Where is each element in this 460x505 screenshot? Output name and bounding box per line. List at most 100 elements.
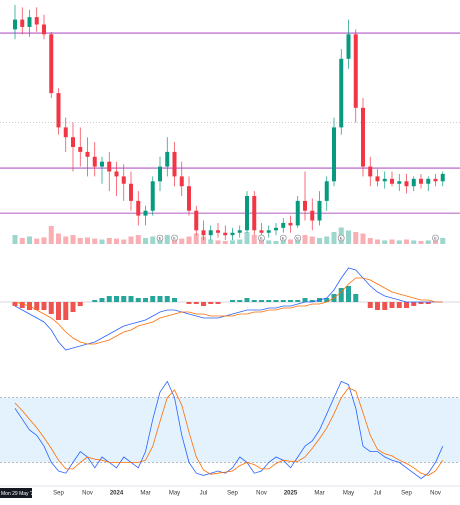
candle-body (179, 176, 184, 187)
candle-body (172, 151, 177, 177)
event-marker (258, 234, 265, 242)
volume-bar (121, 239, 127, 244)
candle-body (433, 178, 438, 182)
candle-body (92, 156, 97, 167)
volume-bar (201, 236, 206, 244)
candle-body (266, 230, 271, 233)
volume-bar (34, 238, 40, 244)
histogram-bar (106, 296, 112, 302)
candle-body (85, 151, 90, 157)
volume-bar (389, 239, 395, 244)
candle-body (187, 186, 191, 211)
histogram-bar (237, 300, 243, 302)
histogram-bar (309, 300, 315, 302)
candle-body (216, 230, 220, 233)
volume-bar (128, 236, 134, 244)
volume-bar (266, 240, 272, 244)
histogram-bar (41, 302, 47, 310)
volume-bar (135, 235, 141, 244)
histogram-bar (70, 302, 76, 312)
candle-body (56, 93, 61, 128)
volume-bar (425, 240, 431, 244)
histogram-bar (367, 302, 373, 308)
candle-body (27, 17, 32, 27)
candle-body (303, 200, 307, 211)
candle-body (346, 34, 351, 59)
volume-bar (353, 232, 359, 244)
candle-body (382, 178, 387, 182)
event-label: E (340, 236, 343, 241)
candle-body (34, 17, 39, 25)
histogram-bar (193, 302, 199, 304)
volume-bar (99, 239, 105, 244)
volume-bar (433, 241, 438, 244)
histogram-bar (150, 296, 156, 302)
indicator-line (14, 277, 443, 345)
x-tick-label: Sep (401, 491, 412, 497)
candle-body (368, 166, 373, 177)
histogram-bar (280, 300, 286, 302)
histogram-bar (375, 302, 380, 310)
histogram-bar (164, 296, 170, 302)
histogram-bar (404, 302, 409, 308)
candle-body (42, 24, 46, 35)
event-label: E (434, 236, 437, 241)
volume-bar (404, 239, 409, 244)
event-label: E (282, 236, 285, 241)
histogram-bar (418, 302, 424, 304)
histogram-bar (230, 300, 235, 302)
x-tick-label: Mon 29 May '23 (1, 491, 37, 497)
candle-body (78, 147, 83, 152)
candle-body (121, 176, 126, 184)
histogram-bar (63, 302, 69, 320)
volume-bar (70, 235, 76, 244)
candle-body (411, 178, 416, 187)
volume-bar (317, 238, 322, 244)
volume-bar (92, 238, 98, 244)
candle-body (194, 210, 199, 231)
histogram-bar (215, 302, 221, 304)
histogram-bar (19, 302, 25, 308)
event-marker (337, 234, 345, 242)
indicator-line (14, 267, 443, 351)
histogram-bar (208, 302, 214, 304)
histogram-bar (34, 302, 40, 310)
candle-body (129, 183, 133, 201)
candle-body (259, 230, 264, 233)
volume-bar (143, 238, 148, 244)
volume-bar (12, 235, 18, 244)
x-tick-label: Jul (374, 491, 382, 497)
histogram-bar (12, 302, 18, 306)
volume-bar (280, 240, 286, 244)
volume-bar (106, 238, 112, 244)
x-tick-label: Sep (53, 491, 64, 497)
candle-body (252, 196, 257, 231)
volume-bar (56, 233, 61, 244)
x-tick-label: Sep (227, 491, 238, 497)
histogram-bar (186, 302, 192, 304)
event-marker (294, 234, 302, 242)
candle-body (20, 19, 25, 27)
candle-body (332, 127, 336, 182)
candle-body (339, 58, 344, 128)
histogram-bar (48, 302, 54, 314)
x-tick-label: Jul (200, 491, 208, 497)
histogram-bar (273, 300, 279, 302)
volume-bar (273, 241, 279, 244)
volume-bar (19, 238, 25, 244)
event-label: E (173, 236, 176, 241)
candle-body (426, 178, 431, 184)
histogram-bar (114, 296, 119, 302)
volume-bar (309, 236, 315, 244)
histogram-bar (56, 302, 61, 320)
histogram-bar (295, 300, 301, 302)
histogram-bar (324, 298, 330, 302)
volume-bar (259, 239, 264, 244)
x-tick-label: Mar (140, 491, 150, 497)
volume-bar (418, 241, 424, 244)
volume-bar (360, 233, 366, 244)
event-label: E (296, 236, 299, 241)
crosshair-label-bg (0, 488, 32, 498)
volume-bar (63, 236, 69, 244)
